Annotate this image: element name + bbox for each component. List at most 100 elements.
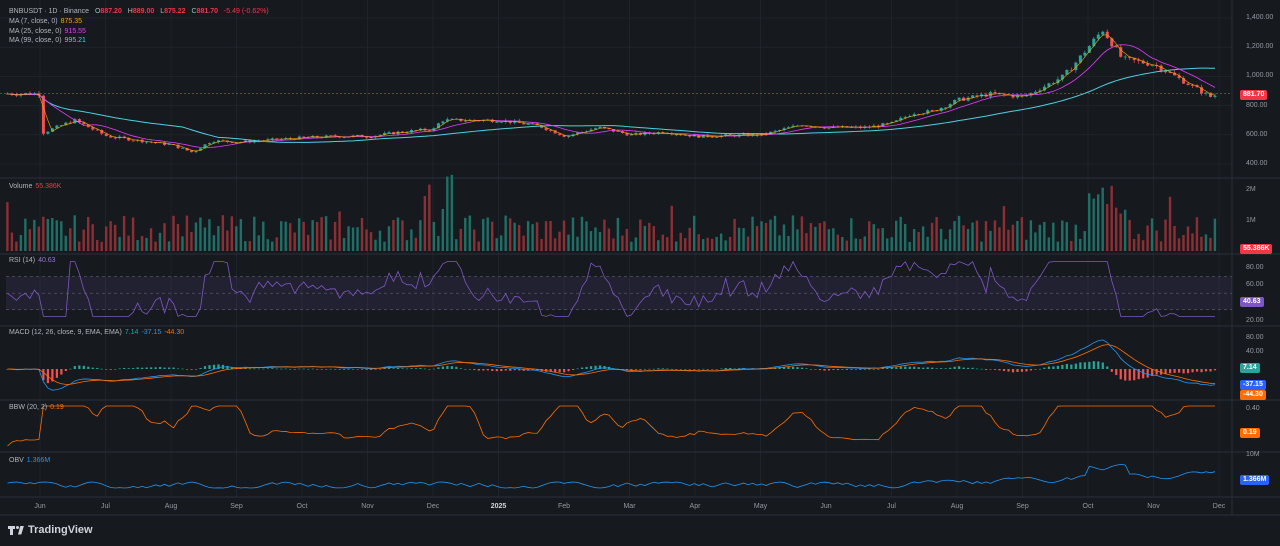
- macd-histogram-bar: [967, 367, 970, 369]
- volume-bar: [1182, 234, 1185, 251]
- candle-body: [342, 137, 346, 138]
- macd-histogram-bar: [226, 365, 229, 369]
- macd-histogram-bar: [1002, 369, 1006, 372]
- macd-histogram-bar: [1133, 369, 1136, 381]
- candle-body: [190, 150, 194, 153]
- candle-body: [1168, 72, 1172, 74]
- volume-bar: [221, 215, 225, 251]
- macd-histogram-bar: [688, 369, 691, 370]
- volume-bar: [1150, 218, 1154, 251]
- volume-bar: [1007, 229, 1010, 251]
- volume-bar: [369, 232, 373, 251]
- macd-histogram-bar: [423, 368, 427, 370]
- rsi-label: RSI (14): [9, 257, 36, 264]
- volume-bar: [244, 241, 247, 251]
- candle-body: [410, 130, 413, 133]
- volume-bar: [643, 225, 647, 251]
- macd-histogram-bar: [675, 369, 678, 370]
- volume-bar: [217, 225, 220, 251]
- macd-histogram-bar: [1007, 369, 1010, 372]
- candle-body: [517, 120, 521, 123]
- macd-histogram-bar: [374, 369, 377, 370]
- volume-bar: [827, 229, 831, 251]
- ma25-line: [7, 44, 1216, 148]
- volume-bar: [1092, 198, 1095, 251]
- candle-body: [1065, 69, 1069, 75]
- volume-bar: [675, 241, 678, 251]
- macd-histogram-bar: [1146, 369, 1149, 378]
- macd-histogram-bar: [1025, 369, 1028, 372]
- macd-histogram-bar: [836, 369, 840, 371]
- volume-bar: [315, 222, 319, 251]
- macd-histogram-bar: [1034, 369, 1037, 370]
- rsi-legend: RSI (14) 40.63: [9, 256, 56, 266]
- volume-bar: [966, 229, 970, 251]
- macd-histogram-bar: [823, 369, 826, 371]
- bbw-value: 0.19: [50, 404, 64, 411]
- volume-bar: [809, 223, 813, 251]
- macd-histogram-bar: [432, 368, 436, 370]
- candle-body: [513, 120, 517, 123]
- volume-bar: [145, 237, 148, 251]
- candle-body: [706, 134, 710, 137]
- candle-body: [59, 125, 63, 127]
- ma7-value: 875.35: [60, 18, 83, 25]
- candle-body: [553, 130, 557, 134]
- volume-bar: [881, 228, 884, 251]
- candle-body: [1078, 55, 1082, 63]
- macd-label: MACD (12, 26, close, 9, EMA, EMA): [9, 329, 122, 336]
- macd-histogram-bar: [396, 368, 400, 369]
- macd-histogram-bar: [702, 368, 705, 370]
- volume-bar: [306, 234, 310, 251]
- macd-histogram-bar: [1173, 369, 1176, 373]
- candle-body: [975, 95, 979, 97]
- macd-v1: 7.14: [124, 329, 139, 336]
- candle-body: [1137, 60, 1141, 61]
- volume-bar: [69, 228, 72, 251]
- volume-bar: [1200, 236, 1203, 251]
- volume-bar: [1110, 185, 1113, 251]
- volume-bar: [396, 217, 400, 251]
- volume-bar: [598, 232, 602, 251]
- volume-bar: [975, 220, 979, 251]
- volume-bar: [535, 222, 539, 251]
- volume-bar: [957, 215, 961, 251]
- macd-histogram-bar: [437, 367, 440, 369]
- candle-body: [580, 131, 584, 133]
- volume-bar: [1123, 209, 1127, 251]
- candle-body: [194, 150, 198, 153]
- candle-body: [77, 119, 81, 123]
- volume-bar: [1043, 221, 1046, 251]
- macd-v3: -44.30: [164, 329, 185, 336]
- volume-bar: [235, 226, 238, 251]
- macd-histogram-bar: [693, 369, 696, 370]
- macd-histogram-bar: [913, 366, 916, 369]
- volume-bar: [271, 241, 274, 251]
- macd-histogram-bar: [1101, 362, 1104, 369]
- candle-body: [100, 130, 104, 134]
- candle-body: [1186, 83, 1190, 86]
- time-tick: Jun: [820, 503, 832, 510]
- volume-bar: [746, 236, 750, 251]
- volume-bar: [531, 224, 534, 251]
- volume-bar: [410, 229, 413, 251]
- volume-bar: [190, 232, 193, 251]
- volume-bar: [850, 218, 853, 251]
- candle-body: [167, 144, 171, 145]
- macd-histogram-bar: [850, 369, 853, 370]
- macd-histogram-bar: [1128, 369, 1131, 381]
- volume-bar: [553, 238, 557, 251]
- volume-bar: [428, 184, 431, 251]
- volume-bar: [540, 239, 543, 251]
- macd-histogram-bar: [984, 369, 988, 370]
- macd-histogram-bar: [302, 368, 305, 370]
- tradingview-logo[interactable]: TradingView: [8, 524, 93, 536]
- volume-bar: [787, 235, 790, 251]
- candle-body: [1114, 46, 1118, 48]
- candle-body: [104, 133, 108, 137]
- volume-bar: [297, 218, 301, 251]
- macd-histogram-bar: [69, 368, 72, 370]
- macd-histogram-bar: [1169, 369, 1172, 374]
- candle-body: [1020, 95, 1024, 97]
